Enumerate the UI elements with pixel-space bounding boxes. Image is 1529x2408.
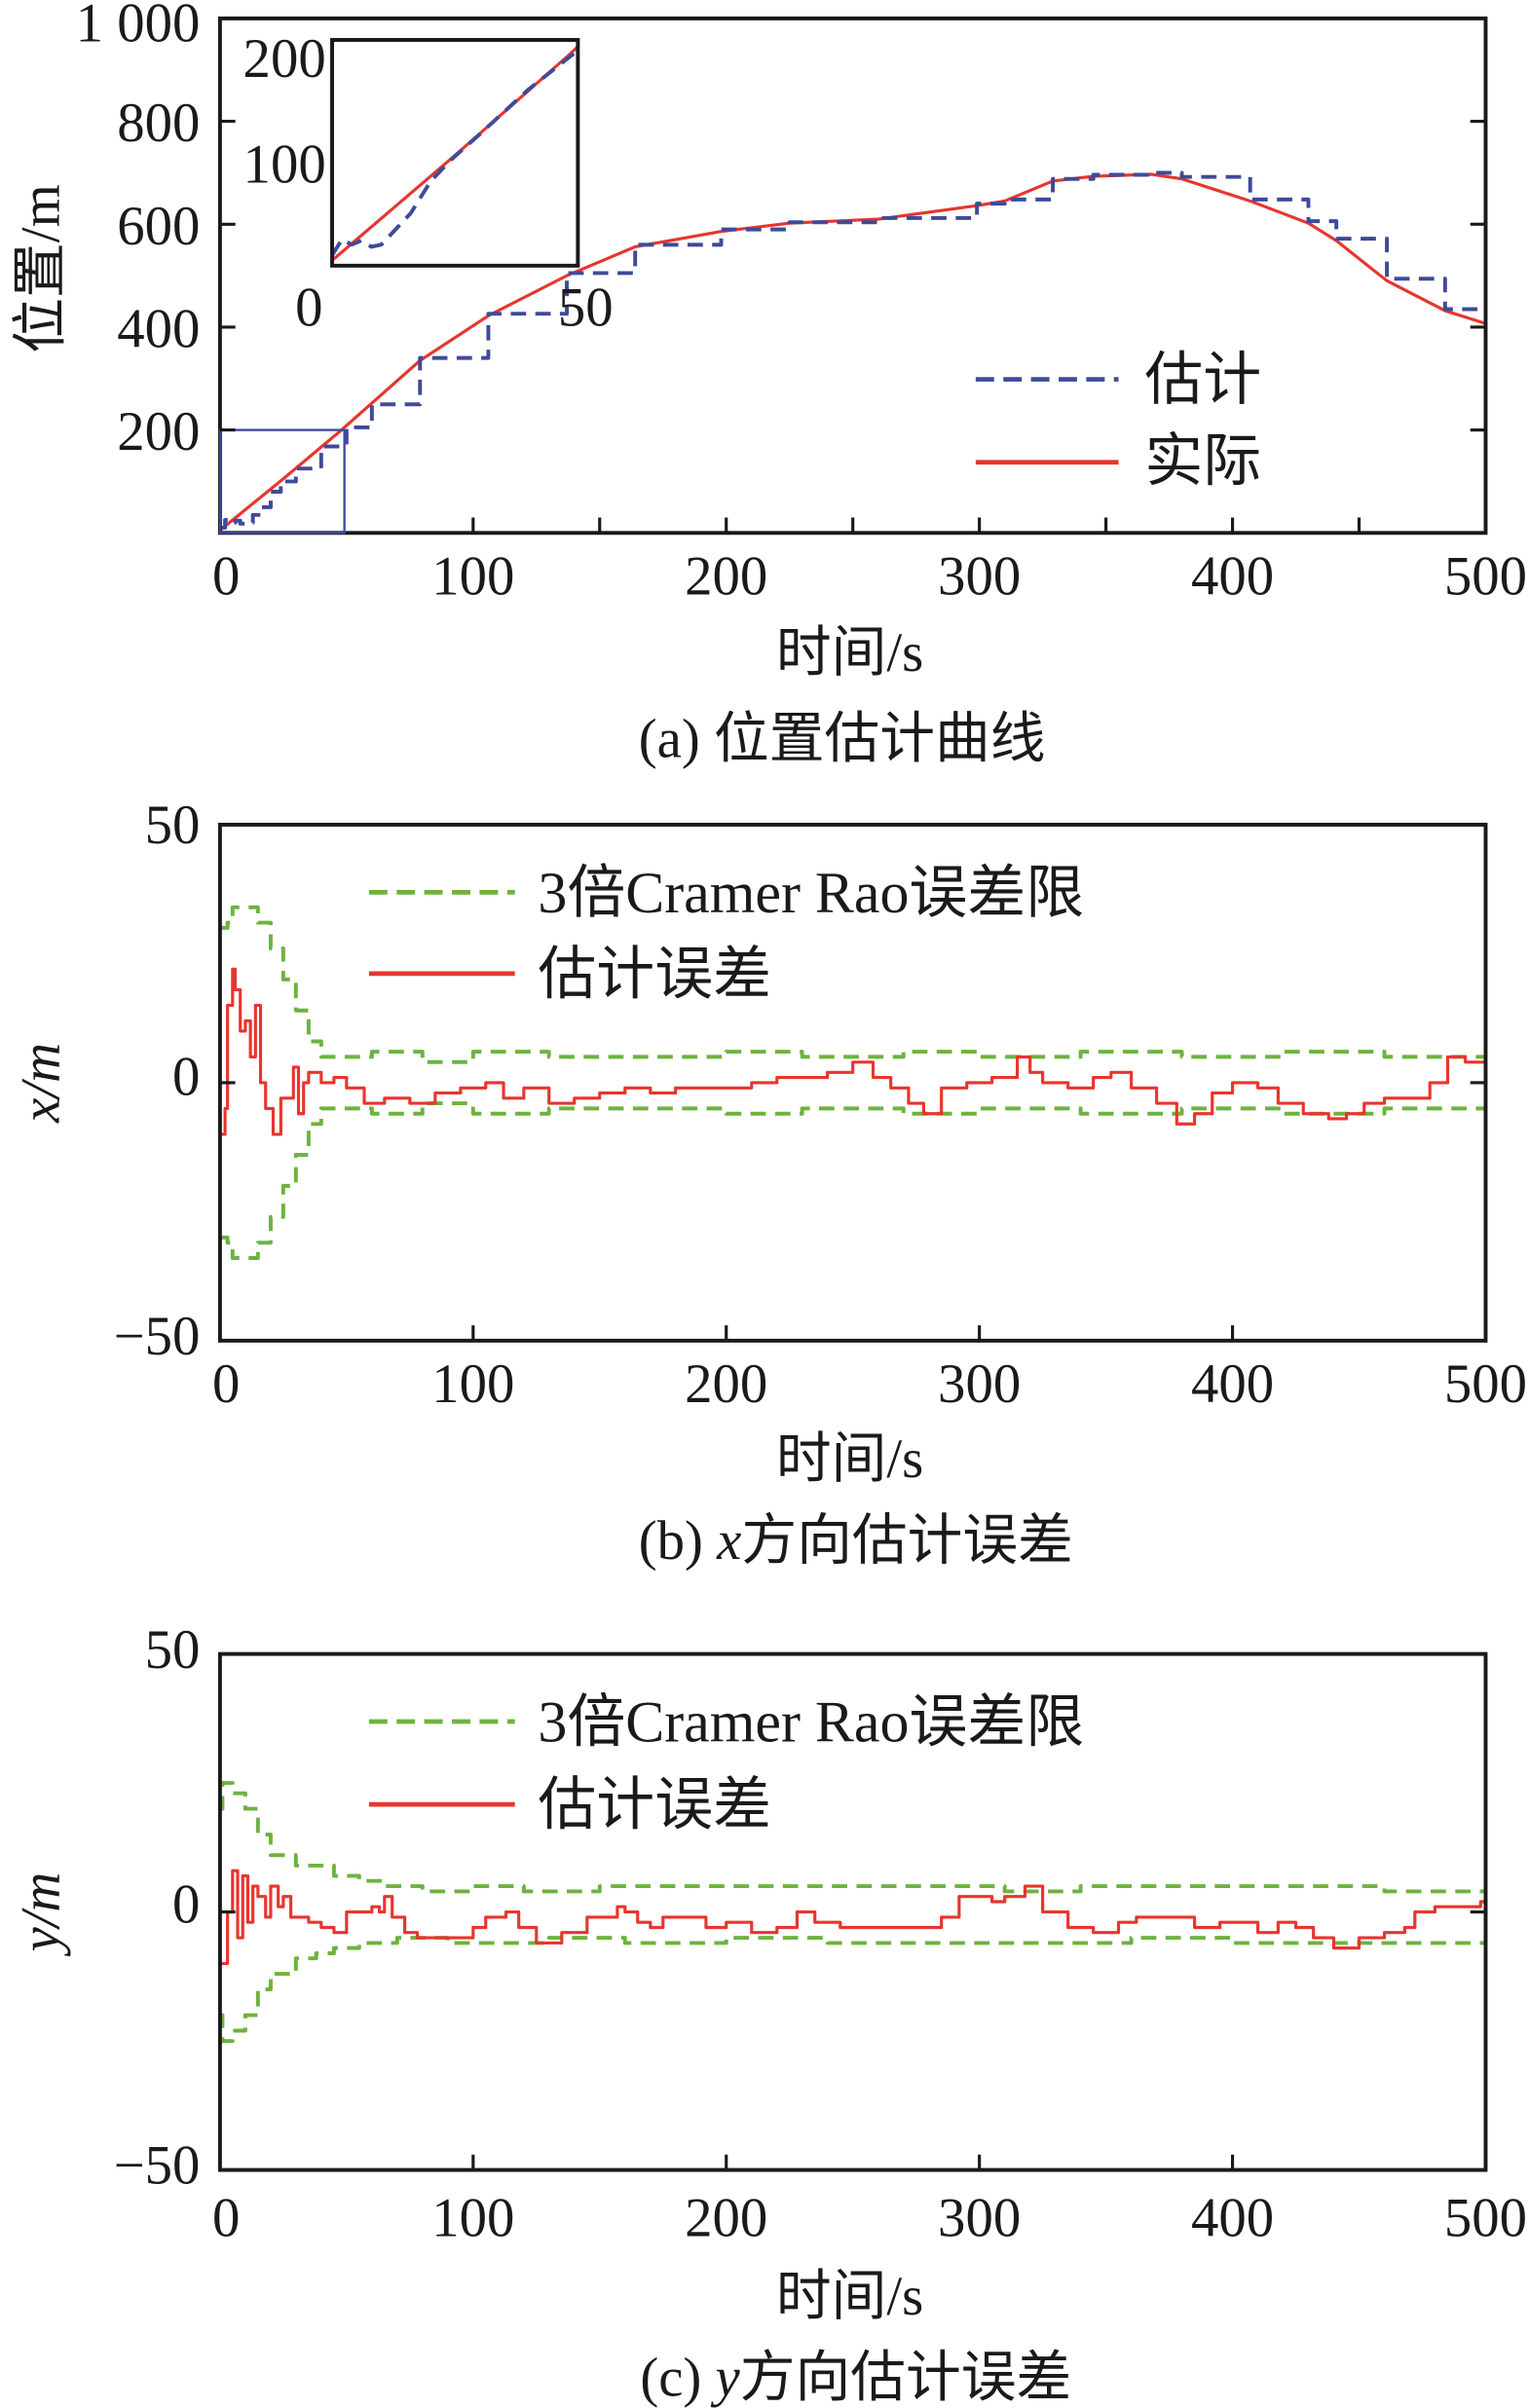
- xtick-label: 400: [1191, 1353, 1274, 1415]
- caption-rest: 方向估计误差: [740, 2347, 1072, 2408]
- caption-prefix: (c): [640, 2347, 715, 2408]
- xtick-label: 100: [431, 545, 514, 607]
- legend-label-error: 估计误差: [538, 1773, 771, 1837]
- xtick-label: 500: [1444, 2187, 1527, 2248]
- inset-frame: [330, 38, 580, 268]
- series-line-bound-lower: [219, 1101, 1486, 1260]
- panel-caption: (c) y方向估计误差: [640, 2347, 1071, 2408]
- ytick-label: −50: [114, 2135, 201, 2197]
- series-line-bound-upper: [219, 905, 1486, 1064]
- inset-ytick-label: 100: [243, 134, 326, 196]
- xtick-label: 400: [1191, 545, 1274, 607]
- inset-xtick-label: 50: [558, 277, 614, 338]
- ytick-label: 50: [145, 795, 201, 856]
- caption-prefix: (b): [639, 1510, 717, 1572]
- panel-a-legend: 估计 实际: [975, 348, 1261, 494]
- ytick-label: −50: [114, 1306, 201, 1367]
- x-axis-label: 时间/s: [776, 622, 923, 684]
- panel-b-x-error: 50 0 −50 0 100 200 300 400 500 x/m 时间/s (b) x…: [10, 795, 1527, 1572]
- series-line-bound-lower: [219, 1936, 1486, 2044]
- inset-xtick-label: 0: [295, 277, 322, 338]
- xtick-label: 300: [938, 2187, 1021, 2248]
- legend-label-actual: 实际: [1144, 429, 1261, 494]
- y-axis-label: y/m: [10, 1872, 71, 1957]
- ytick-label: 50: [145, 1619, 201, 1681]
- caption-var: y: [711, 2347, 741, 2408]
- xtick-label: 500: [1444, 1353, 1527, 1415]
- ytick-label: 600: [117, 196, 200, 257]
- ytick-label: 200: [117, 401, 200, 463]
- caption-var: x: [716, 1510, 741, 1572]
- panel-b-legend: 3倍Cramer Rao误差限 估计误差: [368, 861, 1084, 1006]
- series-line-error: [219, 967, 1486, 1136]
- xtick-label: 300: [938, 545, 1021, 607]
- xtick-label: 0: [212, 1353, 240, 1415]
- panel-b-xtick-labels: 0 100 200 300 400 500: [212, 1353, 1527, 1415]
- ytick-label: 0: [172, 1874, 200, 1936]
- caption-rest: 方向估计误差: [741, 1510, 1073, 1572]
- xtick-label: 200: [685, 1353, 767, 1415]
- xtick-label: 200: [685, 545, 767, 607]
- legend-label-bound: 3倍Cramer Rao误差限: [538, 861, 1084, 925]
- panel-caption: (a) 位置估计曲线: [639, 709, 1046, 770]
- inset-plot: 200 100 0 50: [243, 28, 614, 339]
- panel-a-xtick-labels: 0 100 200 300 400 500: [212, 545, 1527, 607]
- series-line-estimate: [219, 170, 1486, 530]
- y-axis-label: 位置/m: [10, 184, 71, 352]
- xtick-label: 200: [685, 2187, 767, 2248]
- x-axis-label: 时间/s: [776, 2266, 923, 2327]
- xtick-label: 0: [212, 545, 240, 607]
- x-axis-label: 时间/s: [776, 1428, 923, 1490]
- legend-label-estimate: 估计: [1144, 348, 1261, 412]
- series-line-bound-upper: [219, 1781, 1486, 1894]
- inset-ytick-label: 200: [243, 28, 326, 90]
- xtick-label: 300: [938, 1353, 1021, 1415]
- legend-label-error: 估计误差: [538, 942, 771, 1006]
- panel-c-legend: 3倍Cramer Rao误差限 估计误差: [368, 1690, 1084, 1837]
- panel-a-tick-marks: [219, 120, 1486, 534]
- ytick-label: 800: [117, 93, 200, 154]
- zoom-region-box: [218, 428, 346, 535]
- xtick-label: 100: [431, 2187, 514, 2248]
- series-line-error: [219, 1869, 1486, 1966]
- panel-caption: (b) x方向估计误差: [639, 1510, 1073, 1572]
- xtick-label: 100: [431, 1353, 514, 1415]
- ytick-label: 0: [172, 1047, 200, 1108]
- panel-a-position: 1 000 800 600 400 200 0 100 200 300 400 500 位…: [10, 0, 1527, 770]
- panel-c-y-error: 50 0 −50 0 100 200 300 400 500 y/m 时间/s (c) y…: [10, 1619, 1527, 2408]
- panel-b-tick-marks: [219, 1081, 1486, 1341]
- panel-b-series: [219, 905, 1486, 1260]
- xtick-label: 0: [212, 2187, 240, 2248]
- xtick-label: 500: [1444, 545, 1527, 607]
- panel-a-series: [219, 170, 1486, 532]
- panel-c-xtick-labels: 0 100 200 300 400 500: [212, 2187, 1527, 2248]
- ytick-label: 1 000: [76, 0, 201, 55]
- xtick-label: 400: [1191, 2187, 1274, 2248]
- legend-label-bound: 3倍Cramer Rao误差限: [538, 1690, 1084, 1755]
- panel-c-series: [219, 1781, 1486, 2044]
- panel-c-tick-marks: [219, 1909, 1486, 2170]
- y-axis-label: x/m: [10, 1043, 71, 1124]
- ytick-label: 400: [117, 298, 200, 359]
